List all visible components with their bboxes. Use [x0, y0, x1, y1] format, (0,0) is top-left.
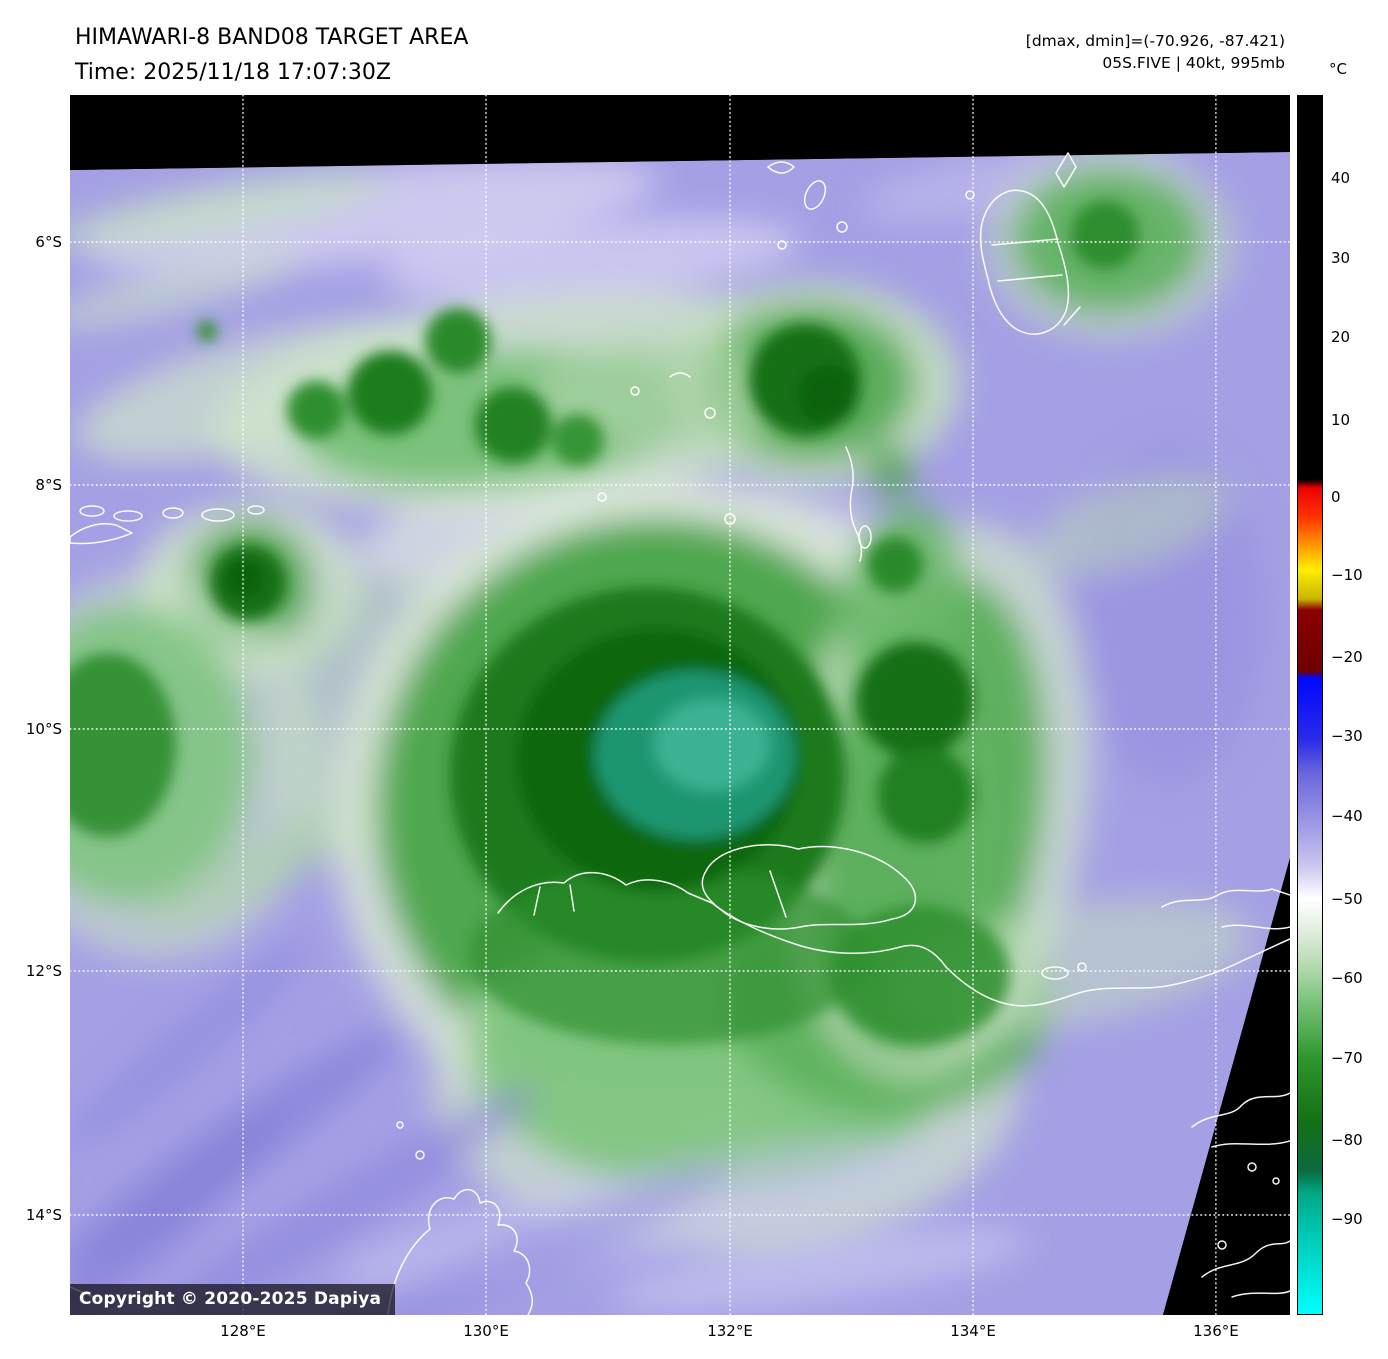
colorbar-tick-label: −10: [1331, 565, 1363, 584]
colorbar-tick-label: 20: [1331, 328, 1351, 347]
colorbar-tick-label: −90: [1331, 1209, 1363, 1228]
colorbar-tick-label: −20: [1331, 648, 1363, 667]
colorbar-unit: °C: [1329, 60, 1347, 78]
satellite-map: Copyright © 2020-2025 Dapiya: [70, 95, 1290, 1315]
dmax-dmin-label: [dmax, dmin]=(-70.926, -87.421): [1025, 32, 1285, 50]
figure-time: Time: 2025/11/18 17:07:30Z: [75, 60, 391, 85]
cloud-layer-cores: [70, 201, 1139, 1045]
lon-tick-label: 132°E: [707, 1322, 753, 1340]
colorbar-tick-label: −50: [1331, 889, 1363, 908]
colorbar-tick-label: −60: [1331, 969, 1363, 988]
figure-header: HIMAWARI-8 BAND08 TARGET AREA Time: 2025…: [75, 20, 468, 90]
colorbar-tick-label: 0: [1331, 487, 1341, 506]
lon-tick-label: 136°E: [1193, 1322, 1239, 1340]
colorbar-tick-label: −80: [1331, 1131, 1363, 1150]
figure-subheader: [dmax, dmin]=(-70.926, -87.421) 05S.FIVE…: [1026, 30, 1285, 74]
colorbar-tick-label: −40: [1331, 807, 1363, 826]
lat-tick-label: 8°S: [35, 476, 62, 495]
colorbar-tick-label: −30: [1331, 726, 1363, 745]
lon-tick-label: 128°E: [220, 1322, 266, 1340]
colorbar-tick-label: 40: [1331, 168, 1351, 187]
colorbar-tick-label: 30: [1331, 248, 1351, 267]
copyright-overlay: Copyright © 2020-2025 Dapiya: [70, 1284, 396, 1315]
lat-tick-label: 6°S: [35, 233, 62, 251]
lat-tick-label: 14°S: [25, 1205, 62, 1224]
colorbar-tick-label: 10: [1331, 411, 1351, 429]
colorbar-tick-label: −70: [1331, 1048, 1363, 1067]
no-data-mask: [70, 95, 1290, 1315]
gridlines: [70, 95, 1290, 1315]
figure-title: HIMAWARI-8 BAND08 TARGET AREA: [75, 25, 469, 50]
storm-info-label: 05S.FIVE | 40kt, 995mb: [1102, 54, 1285, 72]
temperature-colorbar: [1297, 95, 1323, 1315]
lon-tick-label: 130°E: [463, 1322, 509, 1340]
lat-tick-label: 12°S: [25, 961, 62, 980]
satellite-image: [70, 95, 1290, 1315]
coastlines: [70, 152, 1290, 1315]
lat-tick-label: 10°S: [25, 720, 62, 739]
lon-tick-label: 134°E: [950, 1322, 996, 1340]
